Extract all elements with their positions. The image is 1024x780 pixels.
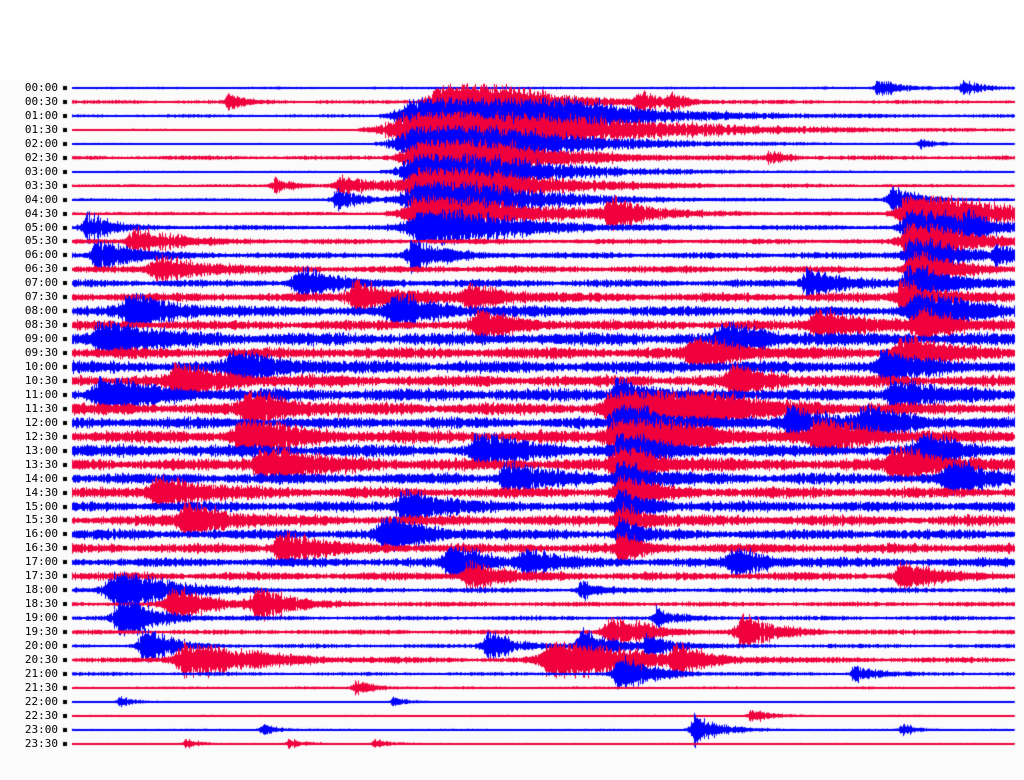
- time-label: 18:30: [24, 597, 58, 611]
- time-label: 12:00: [24, 415, 58, 429]
- time-label: 18:00: [24, 583, 58, 597]
- time-label: 01:30: [24, 122, 58, 136]
- time-label: 05:30: [24, 234, 58, 248]
- time-label: 07:30: [24, 290, 58, 304]
- time-label: 16:30: [24, 541, 58, 555]
- time-label: 14:00: [24, 471, 58, 485]
- time-label: 00:30: [24, 94, 58, 108]
- time-label: 02:00: [24, 136, 58, 150]
- time-label: 11:30: [24, 401, 58, 415]
- time-label: 07:00: [24, 276, 58, 290]
- time-label: 01:00: [24, 108, 58, 122]
- time-label: 10:00: [24, 360, 58, 373]
- time-label: 19:00: [24, 611, 58, 625]
- time-label: 23:30: [24, 736, 58, 750]
- time-label: 15:00: [24, 499, 58, 513]
- time-label: 04:00: [24, 192, 58, 206]
- time-label: 17:30: [24, 569, 58, 583]
- time-label: 00:00: [24, 81, 58, 94]
- time-label: 20:00: [24, 639, 58, 652]
- time-label: 13:30: [24, 457, 58, 471]
- time-label: 08:00: [24, 304, 58, 318]
- time-label: 13:00: [24, 443, 58, 457]
- time-label: 23:00: [24, 722, 58, 736]
- time-label: 10:30: [24, 373, 58, 387]
- time-label: 16:00: [24, 527, 58, 541]
- time-label: 06:30: [24, 262, 58, 276]
- time-label: 21:30: [24, 680, 58, 694]
- time-label: 04:30: [24, 206, 58, 220]
- time-label: 03:00: [24, 164, 58, 178]
- time-label: 14:30: [24, 485, 58, 499]
- time-label: 15:30: [24, 513, 58, 527]
- time-label: 09:30: [24, 346, 58, 360]
- time-label: 06:00: [24, 248, 58, 262]
- time-label: 05:00: [24, 220, 58, 234]
- time-label: 09:00: [24, 332, 58, 346]
- time-label: 03:30: [24, 178, 58, 192]
- time-label: 20:30: [24, 652, 58, 666]
- time-label: 12:30: [24, 429, 58, 443]
- time-label: 17:00: [24, 555, 58, 569]
- time-label: 11:00: [24, 387, 58, 401]
- time-label: 22:00: [24, 694, 58, 708]
- time-label: 21:00: [24, 666, 58, 680]
- time-label: 08:30: [24, 318, 58, 332]
- time-label: 19:30: [24, 625, 58, 639]
- time-label: 02:30: [24, 150, 58, 164]
- time-label: 22:30: [24, 708, 58, 722]
